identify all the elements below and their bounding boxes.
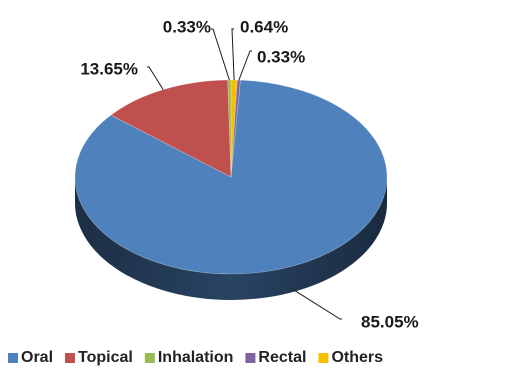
- pie-slice-oral: [74, 79, 388, 275]
- data-labels: 0.64% 0.33% 85.05% 13.65% 0.33%: [80, 17, 418, 331]
- legend-label-inhalation: Inhalation: [158, 349, 234, 366]
- pie-slice-inhalation: [227, 79, 232, 178]
- leader-line-topical: [147, 66, 164, 90]
- data-label-others: 0.64%: [240, 17, 288, 36]
- legend: Oral Topical Inhalation Rectal Others: [8, 349, 383, 366]
- legend-swatch-oral: [8, 353, 18, 363]
- leader-lines: [147, 28, 342, 320]
- legend-label-oral: Oral: [21, 349, 53, 366]
- side-wall-shading: [75, 177, 387, 300]
- pie-slice-topical: [110, 79, 232, 178]
- legend-label-rectal: Rectal: [258, 349, 306, 366]
- pie-side-walls: [75, 177, 387, 300]
- leader-line-rectal: [238, 50, 252, 81]
- data-label-inhalation: 0.33%: [163, 17, 211, 36]
- leader-line-inhalation: [211, 28, 230, 81]
- leader-line-others: [231, 28, 235, 81]
- pie-top-faces: [74, 79, 388, 275]
- legend-swatch-inhalation: [144, 353, 155, 363]
- leader-line-oral: [292, 288, 342, 320]
- data-label-topical: 13.65%: [80, 59, 138, 78]
- legend-label-others: Others: [331, 349, 383, 366]
- pie-slice-rectal: [230, 79, 241, 178]
- data-label-rectal: 0.33%: [257, 47, 305, 66]
- legend-swatch-topical: [65, 353, 76, 363]
- data-label-oral: 85.05%: [361, 312, 419, 331]
- legend-swatch-others: [318, 353, 329, 363]
- legend-swatch-rectal: [245, 353, 256, 363]
- legend-label-topical: Topical: [78, 349, 133, 366]
